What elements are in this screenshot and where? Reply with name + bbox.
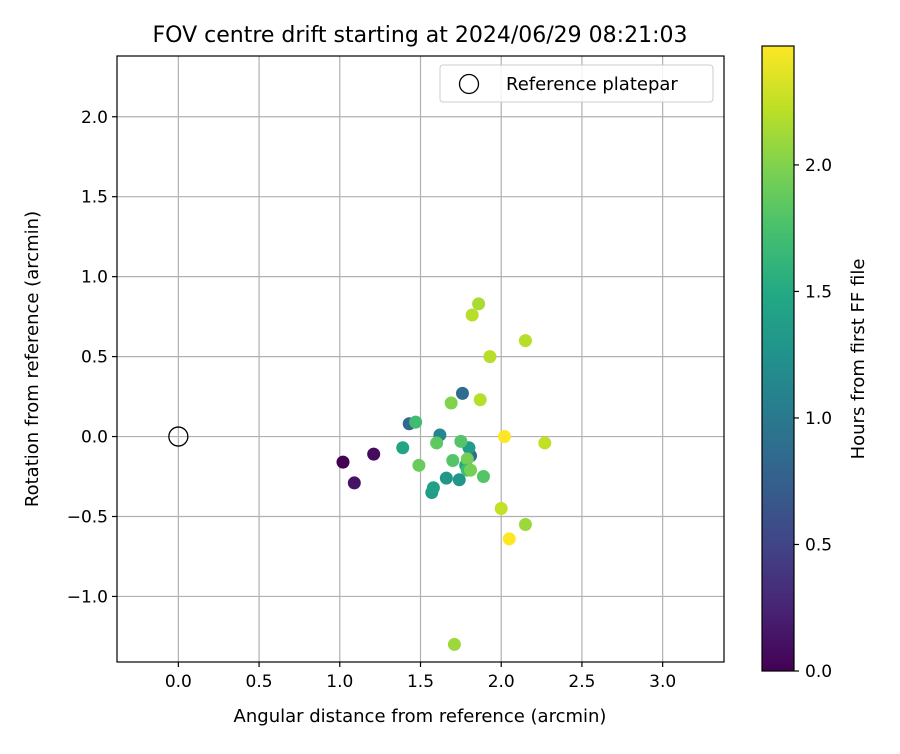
colorbar-tick-label: 0.0 bbox=[805, 662, 832, 682]
data-point bbox=[396, 441, 410, 455]
legend-open-circle-icon bbox=[458, 73, 480, 95]
colorbar-ticks: 0.0 0.5 1.0 1.5 2.0 bbox=[794, 156, 832, 682]
data-point bbox=[472, 297, 486, 311]
data-point bbox=[464, 463, 478, 477]
colorbar-tick-label: 0.5 bbox=[805, 535, 832, 555]
x-tick-label: 0.5 bbox=[246, 672, 273, 692]
colorbar-tick-label: 1.5 bbox=[805, 282, 832, 302]
chart-title: FOV centre drift starting at 2024/06/29 … bbox=[153, 23, 688, 48]
data-point bbox=[409, 415, 423, 429]
data-point bbox=[412, 458, 426, 472]
x-tick-label: 1.0 bbox=[326, 672, 353, 692]
data-point bbox=[473, 393, 487, 407]
legend: Reference platepar bbox=[439, 64, 714, 103]
x-tick-label: 2.0 bbox=[488, 672, 515, 692]
data-point bbox=[444, 396, 458, 410]
x-tick-label: 2.5 bbox=[568, 672, 595, 692]
data-point bbox=[439, 471, 453, 485]
y-axis-label: Rotation from reference (arcmin) bbox=[22, 211, 43, 507]
y-tick-label: 0.5 bbox=[81, 348, 108, 368]
y-tick-label: 1.0 bbox=[81, 268, 108, 288]
data-point bbox=[538, 436, 552, 450]
data-point bbox=[476, 470, 490, 484]
colorbar-label: Hours from first FF file bbox=[848, 259, 869, 460]
data-point bbox=[454, 434, 468, 448]
data-point bbox=[483, 350, 497, 364]
data-point bbox=[497, 430, 511, 444]
x-axis-label: Angular distance from reference (arcmin) bbox=[234, 706, 607, 727]
data-point bbox=[447, 637, 461, 651]
grid bbox=[117, 56, 724, 662]
data-point bbox=[347, 476, 361, 490]
colorbar-tick-label: 2.0 bbox=[805, 156, 832, 176]
data-point bbox=[455, 386, 469, 400]
legend-box bbox=[439, 64, 714, 103]
data-points bbox=[336, 297, 552, 651]
colorbar-tick-label: 1.0 bbox=[805, 409, 832, 429]
reference-platepar-marker bbox=[168, 426, 189, 447]
y-tick-label: 0.0 bbox=[81, 428, 108, 448]
data-point bbox=[452, 473, 466, 487]
colorbar-gradient bbox=[761, 45, 795, 672]
data-point bbox=[367, 447, 381, 461]
x-tick-label: 0.0 bbox=[165, 672, 192, 692]
y-axis-ticks: −1.0 −0.5 0.0 0.5 1.0 1.5 2.0 bbox=[67, 108, 117, 607]
x-axis-ticks: 0.0 0.5 1.0 1.5 2.0 2.5 3.0 bbox=[165, 662, 676, 692]
colorbar: 0.0 0.5 1.0 1.5 2.0 Hours from first FF file bbox=[761, 45, 869, 682]
y-tick-label: 1.5 bbox=[81, 188, 108, 208]
data-point bbox=[465, 308, 479, 322]
legend-label: Reference platepar bbox=[506, 74, 678, 95]
data-point bbox=[430, 436, 444, 450]
data-point bbox=[336, 455, 350, 469]
data-point bbox=[446, 454, 460, 468]
x-tick-label: 3.0 bbox=[649, 672, 676, 692]
data-point bbox=[460, 452, 474, 466]
data-point bbox=[518, 517, 532, 531]
data-point bbox=[494, 502, 508, 516]
x-tick-label: 1.5 bbox=[407, 672, 434, 692]
data-point bbox=[426, 481, 440, 495]
data-point bbox=[502, 532, 516, 546]
reference-marker-layer bbox=[168, 426, 189, 447]
y-tick-label: −1.0 bbox=[67, 587, 108, 607]
y-tick-label: −0.5 bbox=[67, 507, 108, 527]
y-tick-label: 2.0 bbox=[81, 108, 108, 128]
data-point bbox=[518, 334, 532, 348]
